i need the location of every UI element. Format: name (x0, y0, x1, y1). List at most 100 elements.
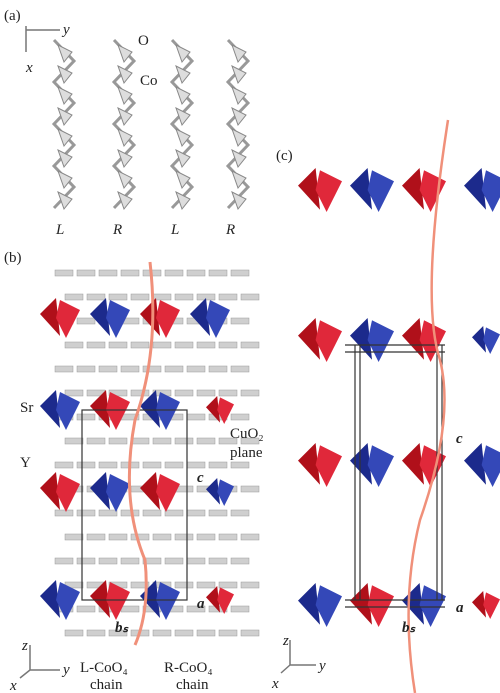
layer-block (121, 270, 139, 276)
tetrahedron (176, 87, 190, 104)
layer-block (77, 606, 95, 612)
axis-label: x (271, 676, 279, 692)
axis-label: y (317, 658, 326, 674)
panel-label: (b) (4, 250, 22, 266)
layer-block (121, 606, 139, 612)
layer-block (165, 270, 183, 276)
tetrahedron (118, 171, 132, 188)
axis-label: bₛ (402, 620, 417, 636)
layer-block (77, 366, 95, 372)
layer-block (219, 390, 237, 396)
layer-block (77, 270, 95, 276)
layer-block (197, 582, 215, 588)
layer-block (175, 438, 193, 444)
layer-block (219, 534, 237, 540)
layer-block (219, 582, 237, 588)
axis-label: z (282, 633, 289, 649)
layer-block (99, 270, 117, 276)
tetrahedron (232, 87, 246, 104)
layer-block (241, 582, 259, 588)
layer-block (175, 390, 193, 396)
layer-block (99, 510, 117, 516)
layer-block (121, 510, 139, 516)
layer-block (231, 558, 249, 564)
tetrahedron (58, 45, 72, 62)
layer-block (209, 558, 227, 564)
layer-block (99, 558, 117, 564)
layer-block (65, 630, 83, 636)
layer-block (187, 558, 205, 564)
atom-label: Y (20, 455, 31, 471)
chain-label: chain (90, 677, 123, 693)
layer-block (143, 366, 161, 372)
plane-label: plane (230, 445, 263, 461)
layer-block (231, 270, 249, 276)
tetrahedron (232, 171, 246, 188)
layer-block (175, 582, 193, 588)
layer-block (209, 366, 227, 372)
chain-label: R (112, 222, 122, 238)
layer-block (77, 510, 95, 516)
layer-block (187, 366, 205, 372)
layer-block (175, 294, 193, 300)
layer-block (109, 342, 127, 348)
tetrahedron (232, 45, 246, 62)
axis-label: z (21, 638, 28, 654)
layer-block (241, 486, 259, 492)
layer-block (197, 342, 215, 348)
layer-block (241, 390, 259, 396)
layer-block (175, 630, 193, 636)
layer-block (55, 366, 73, 372)
layer-block (165, 462, 183, 468)
layer-block (109, 534, 127, 540)
layer-block (77, 414, 95, 420)
layer-block (143, 510, 161, 516)
layer-block (131, 438, 149, 444)
layer-block (77, 558, 95, 564)
chain-label: L (170, 222, 179, 238)
layer-block (241, 294, 259, 300)
layer-block (187, 270, 205, 276)
chain-label: R-CoO₄ (164, 660, 213, 676)
layer-block (197, 630, 215, 636)
layer-block (231, 606, 249, 612)
layer-block (131, 390, 149, 396)
layer-block (231, 510, 249, 516)
layer-block (77, 318, 95, 324)
layer-block (241, 630, 259, 636)
axis-label: bₛ (115, 620, 130, 636)
tetrahedron (118, 45, 132, 62)
layer-block (131, 534, 149, 540)
layer-block (165, 366, 183, 372)
atom-label: Co (140, 73, 158, 89)
axis-label: a (456, 600, 464, 616)
layer-block (65, 390, 83, 396)
layer-block (55, 510, 73, 516)
figure: (a) y x O Co L R L R (b) Sr Y CuO₂ plane… (0, 0, 500, 693)
axis-label: c (456, 431, 463, 447)
layer-block (87, 438, 105, 444)
layer-block (153, 630, 171, 636)
layer-block (231, 462, 249, 468)
layer-block (197, 438, 215, 444)
chain-label: L (55, 222, 64, 238)
axis-label: c (197, 470, 204, 486)
axes (26, 26, 60, 52)
layer-block (231, 318, 249, 324)
atom-label: Sr (20, 400, 33, 416)
layer-block (165, 510, 183, 516)
panel-label: (a) (4, 8, 21, 24)
layer-block (143, 462, 161, 468)
tetrahedron (58, 129, 72, 146)
layer-block (153, 342, 171, 348)
atom-label: O (138, 33, 149, 49)
layer-block (121, 366, 139, 372)
layer-block (87, 342, 105, 348)
layer-block (241, 342, 259, 348)
layer-block (219, 294, 237, 300)
tetrahedron (176, 45, 190, 62)
layer-block (87, 534, 105, 540)
layer-block (65, 294, 83, 300)
layer-block (175, 342, 193, 348)
layer-block (231, 414, 249, 420)
